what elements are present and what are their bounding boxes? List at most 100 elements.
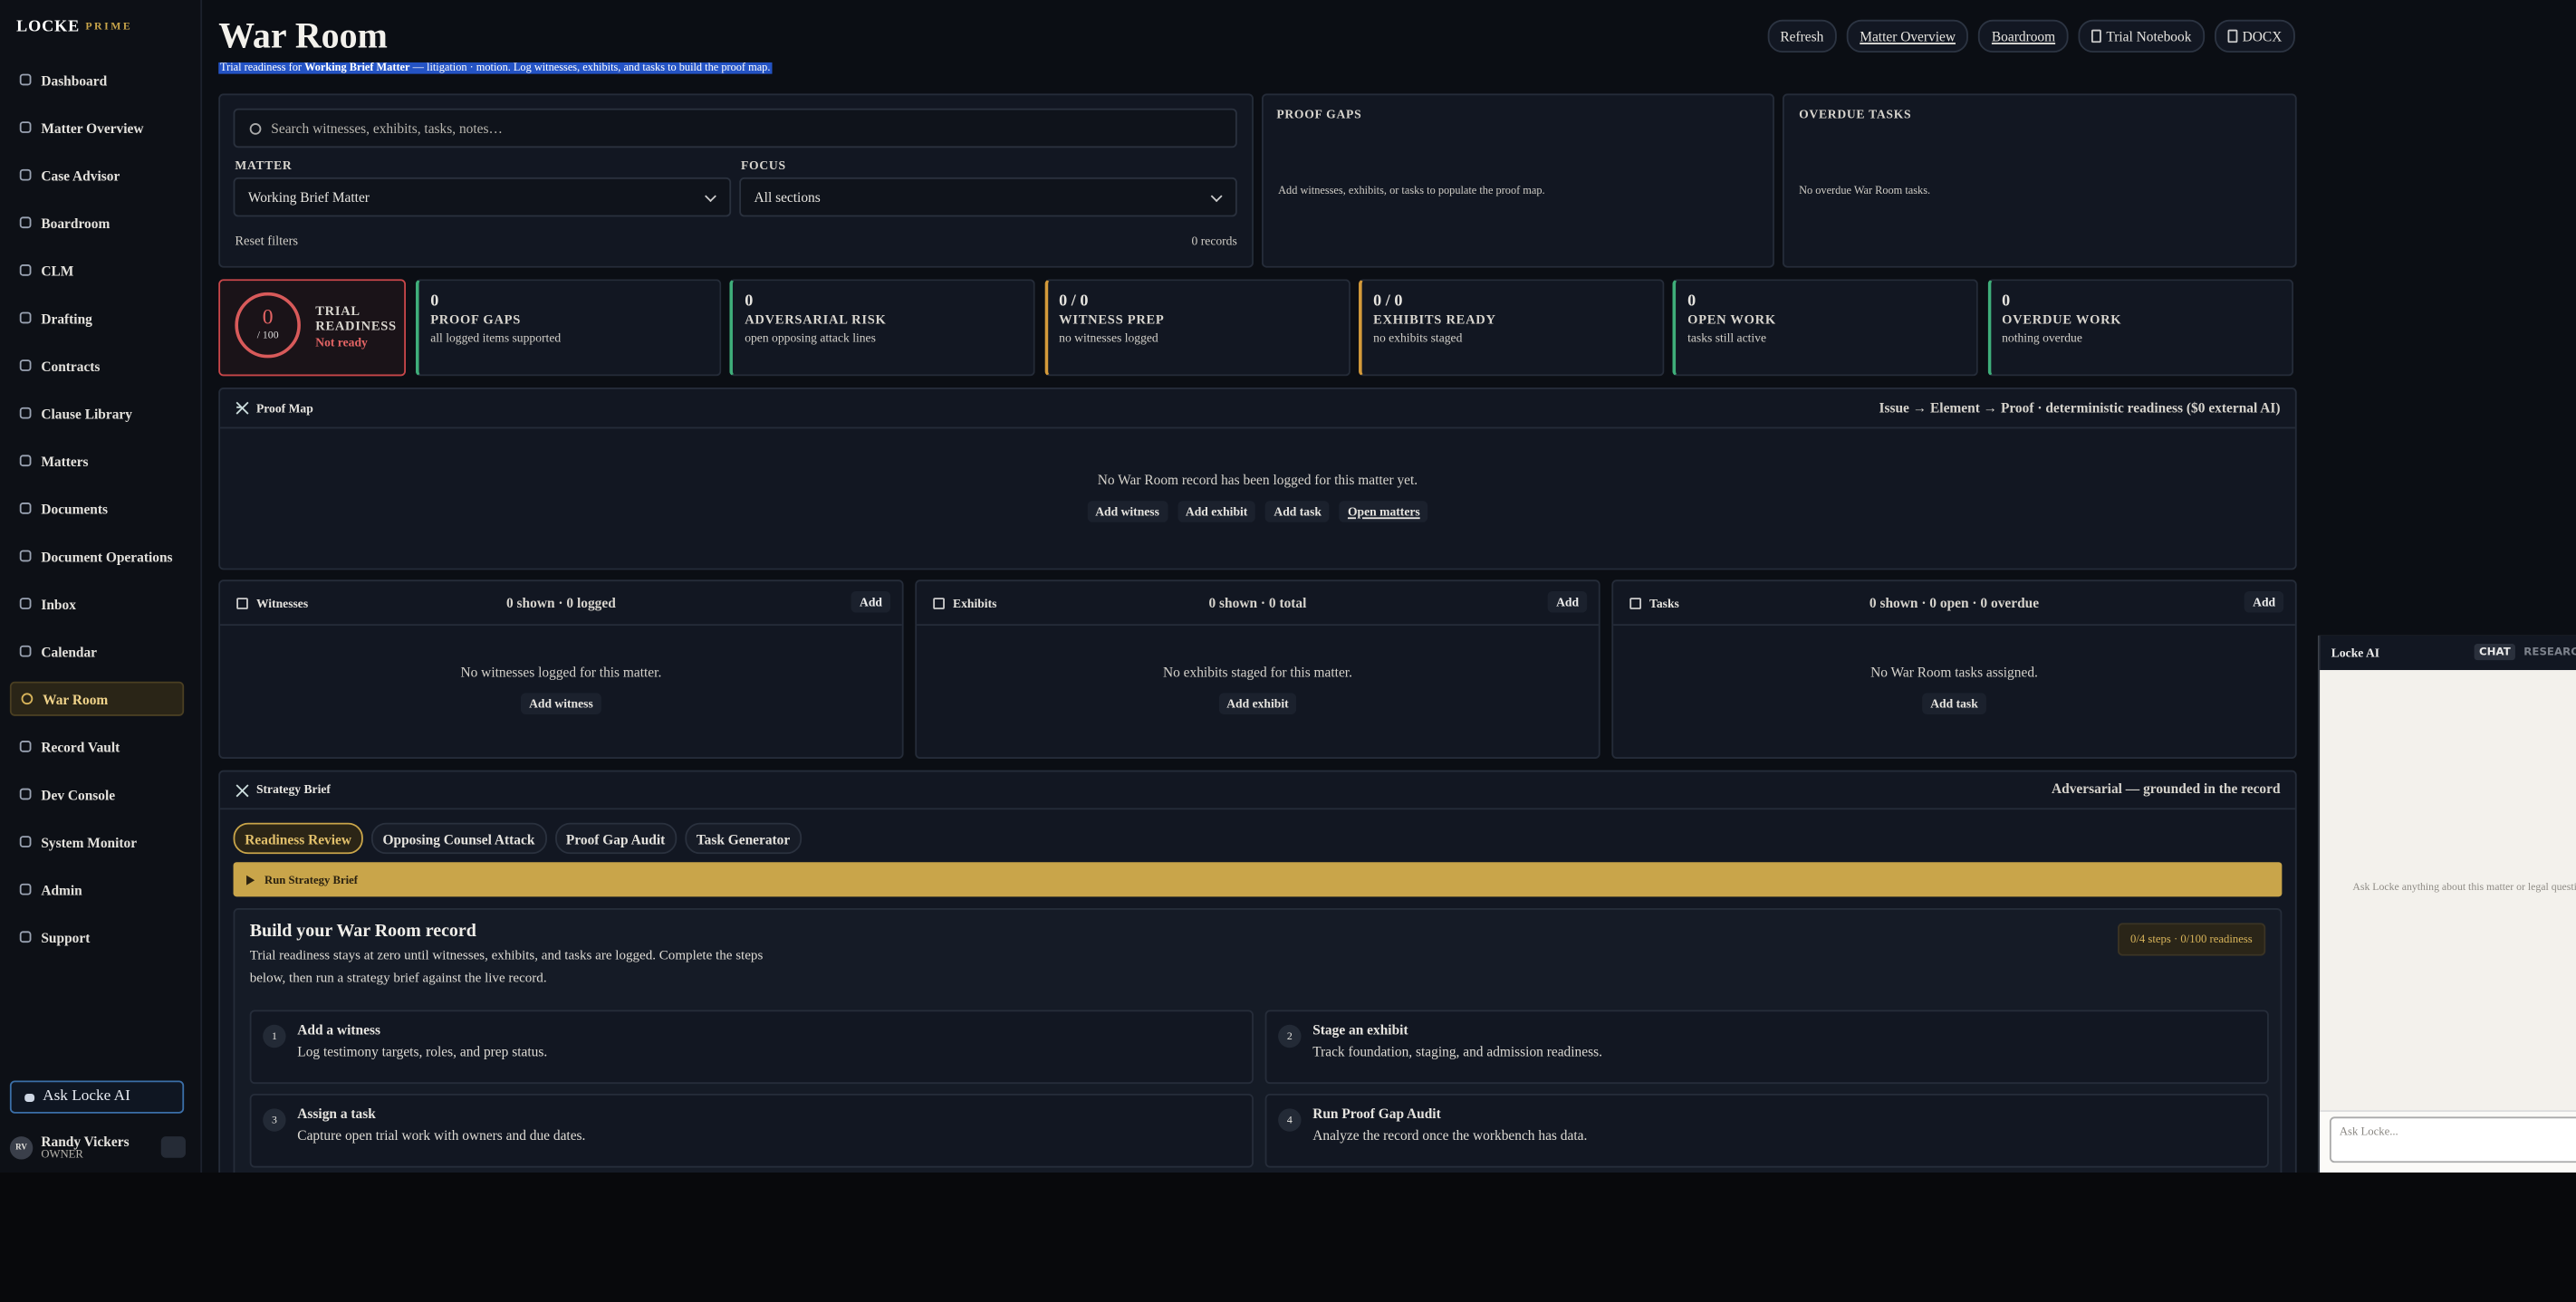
- step-number: 1: [263, 1024, 286, 1048]
- chat-header: [2320, 635, 2576, 671]
- chat-tab[interactable]: CHAT: [2474, 644, 2516, 661]
- action-button[interactable]: Add task: [1265, 501, 1331, 522]
- nav-label: Record Vault: [41, 738, 120, 755]
- nav-item[interactable]: CLM: [10, 253, 184, 287]
- action-button[interactable]: Add witness: [1087, 501, 1168, 522]
- focus-select[interactable]: All sections: [739, 177, 1237, 217]
- header-button[interactable]: Trial Notebook: [2078, 19, 2205, 53]
- nav-icon: [19, 407, 32, 419]
- step-number: 2: [1278, 1024, 1302, 1048]
- step-text: Log testimony targets, roles, and prep s…: [297, 1042, 548, 1059]
- step-card: 2 Stage an exhibit Track foundation, stagi…: [1264, 1010, 2269, 1085]
- step-title: Stage an exhibit: [1312, 1021, 1408, 1039]
- step-card: 3 Assign a task Capture open trial work wi…: [249, 1093, 1254, 1168]
- step-text: Analyze the record once the workbench ha…: [1312, 1126, 1588, 1144]
- overdue-panel: OVERDUE TASKS No overdue War Room tasks.: [1782, 93, 2297, 268]
- step-text: Capture open trial work with owners and …: [297, 1126, 586, 1144]
- nav-item[interactable]: Boardroom: [10, 206, 184, 240]
- nav-item[interactable]: Admin: [10, 872, 184, 906]
- action-button[interactable]: Add witness: [521, 693, 601, 715]
- readiness-max: / 100: [256, 330, 279, 342]
- section-header: [220, 389, 2295, 429]
- empty-state: No War Room tasks assigned.: [1870, 663, 2038, 680]
- nav-item[interactable]: Clause Library: [10, 396, 184, 430]
- ask-ai-button[interactable]: Ask Locke AI: [9, 1080, 185, 1114]
- nav-icon: [19, 788, 32, 800]
- action-button[interactable]: Add task: [1922, 693, 1986, 715]
- stat-value: 0 / 0: [1059, 292, 1089, 311]
- reset-filters[interactable]: Reset filters: [235, 233, 299, 248]
- empty-actions: Add witness Add exhibit Add task Open matte…: [220, 501, 2295, 522]
- strategy-tab[interactable]: Task Generator: [685, 822, 802, 855]
- add-button[interactable]: Add: [2244, 590, 2284, 613]
- strategy-tab[interactable]: Opposing Counsel Attack: [370, 822, 547, 855]
- matter-value: Working Brief Matter: [247, 188, 370, 206]
- nav-item[interactable]: Drafting: [10, 301, 184, 335]
- nav-label: CLM: [41, 262, 74, 279]
- nav-item[interactable]: Inbox: [10, 587, 184, 621]
- panel-title: Exhibits: [953, 596, 997, 611]
- nav-label: Calendar: [41, 643, 98, 660]
- nav-icon: [19, 645, 32, 657]
- step-number: 4: [1278, 1108, 1302, 1132]
- chevron: [705, 190, 716, 203]
- add-button[interactable]: Add: [851, 590, 891, 613]
- nav-item[interactable]: Matters: [10, 444, 184, 478]
- step-card: 1 Add a witness Log testimony targets, rol…: [249, 1010, 1254, 1085]
- chat-tab[interactable]: RESEARCH: [2523, 645, 2576, 659]
- user-name: Randy Vickers: [41, 1133, 130, 1150]
- section-title: Proof Map: [255, 400, 313, 416]
- nav-label: Clause Library: [41, 405, 133, 422]
- search-input[interactable]: Search witnesses, exhibits, tasks, notes…: [233, 108, 1237, 148]
- nav-item[interactable]: Documents: [10, 491, 184, 525]
- stat-note: nothing overdue: [2002, 330, 2082, 345]
- stat-card: 0 ADVERSARIAL RISK open opposing attack li…: [729, 279, 1036, 377]
- nav-item[interactable]: Support: [10, 920, 184, 954]
- nav-label: Drafting: [41, 309, 92, 327]
- nav-item[interactable]: Contracts: [10, 349, 184, 383]
- readiness-ring: [235, 292, 301, 359]
- header-button[interactable]: Refresh: [1766, 19, 1837, 53]
- button-label: Trial Notebook: [2106, 27, 2192, 44]
- record-panel: Witnesses 0 shown · 0 logged Add No witness…: [218, 579, 904, 759]
- step-text: Track foundation, staging, and admission…: [1312, 1042, 1602, 1059]
- strategy-tab[interactable]: Readiness Review: [233, 822, 363, 855]
- chat-title: Locke AI: [2331, 645, 2380, 661]
- run-button[interactable]: Run Strategy Brief: [233, 862, 2283, 897]
- play-icon: [246, 874, 255, 885]
- header-button[interactable]: Boardroom: [1978, 19, 2069, 53]
- nav-label: System Monitor: [41, 833, 138, 850]
- app: LOCKE PRIME Ask Locke AI RV Randy Vicker…: [9, 0, 2576, 1173]
- avatar: RV: [9, 1136, 34, 1160]
- chat-input[interactable]: Ask Locke...: [2329, 1116, 2576, 1163]
- nav-item[interactable]: Case Advisor: [10, 158, 184, 192]
- nav-item[interactable]: System Monitor: [10, 825, 184, 859]
- action-button[interactable]: Add exhibit: [1177, 501, 1256, 522]
- action-button[interactable]: Add exhibit: [1218, 693, 1297, 715]
- theme-toggle[interactable]: [160, 1136, 186, 1158]
- empty-state: No exhibits staged for this matter.: [1162, 663, 1352, 680]
- nav-icon: [19, 216, 32, 229]
- nav-item[interactable]: Matter Overview: [10, 110, 184, 145]
- doc-icon: [2227, 29, 2238, 43]
- nav-item[interactable]: War Room: [9, 681, 185, 716]
- matter-select[interactable]: Working Brief Matter: [233, 177, 732, 217]
- nav-item[interactable]: Dashboard: [10, 62, 184, 97]
- empty-state: No witnesses logged for this matter.: [460, 663, 662, 680]
- action-button[interactable]: Open matters: [1339, 501, 1428, 522]
- nav-item[interactable]: Document Operations: [10, 539, 184, 573]
- record-panel: Exhibits 0 shown · 0 total Add No exhibits …: [915, 579, 1600, 759]
- nav-item[interactable]: Record Vault: [10, 729, 184, 763]
- step-title: Add a witness: [297, 1021, 380, 1039]
- add-button[interactable]: Add: [1548, 590, 1588, 613]
- nav-item[interactable]: Dev Console: [10, 777, 184, 811]
- stat-label: OPEN WORK: [1687, 311, 1776, 327]
- stat-note: tasks still active: [1687, 330, 1767, 345]
- strategy-tab[interactable]: Proof Gap Audit: [554, 822, 677, 855]
- nav-icon: [19, 598, 32, 609]
- header-button[interactable]: DOCX: [2214, 19, 2295, 53]
- stat-card: 0 / 0 WITNESS PREP no witnesses logged: [1043, 279, 1350, 377]
- header-button[interactable]: Matter Overview: [1846, 19, 1969, 53]
- nav-item[interactable]: Calendar: [10, 634, 184, 668]
